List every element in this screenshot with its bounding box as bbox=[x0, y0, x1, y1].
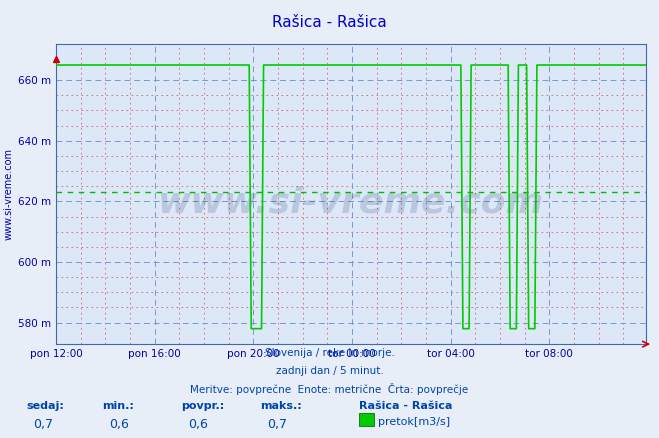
Text: 0,7: 0,7 bbox=[33, 418, 53, 431]
Text: 0,6: 0,6 bbox=[188, 418, 208, 431]
Text: povpr.:: povpr.: bbox=[181, 401, 225, 411]
Y-axis label: www.si-vreme.com: www.si-vreme.com bbox=[4, 148, 14, 240]
Text: www.si-vreme.com: www.si-vreme.com bbox=[158, 186, 544, 220]
Text: Rašica - Rašica: Rašica - Rašica bbox=[359, 401, 453, 411]
Text: 0,7: 0,7 bbox=[267, 418, 287, 431]
Text: Meritve: povprečne  Enote: metrične  Črta: povprečje: Meritve: povprečne Enote: metrične Črta:… bbox=[190, 383, 469, 395]
Text: 0,6: 0,6 bbox=[109, 418, 129, 431]
Text: zadnji dan / 5 minut.: zadnji dan / 5 minut. bbox=[275, 366, 384, 376]
Text: pretok[m3/s]: pretok[m3/s] bbox=[378, 417, 449, 427]
Text: Rašica - Rašica: Rašica - Rašica bbox=[272, 15, 387, 30]
Text: Slovenija / reke in morje.: Slovenija / reke in morje. bbox=[264, 348, 395, 358]
Text: min.:: min.: bbox=[102, 401, 134, 411]
Text: sedaj:: sedaj: bbox=[26, 401, 64, 411]
Text: maks.:: maks.: bbox=[260, 401, 302, 411]
